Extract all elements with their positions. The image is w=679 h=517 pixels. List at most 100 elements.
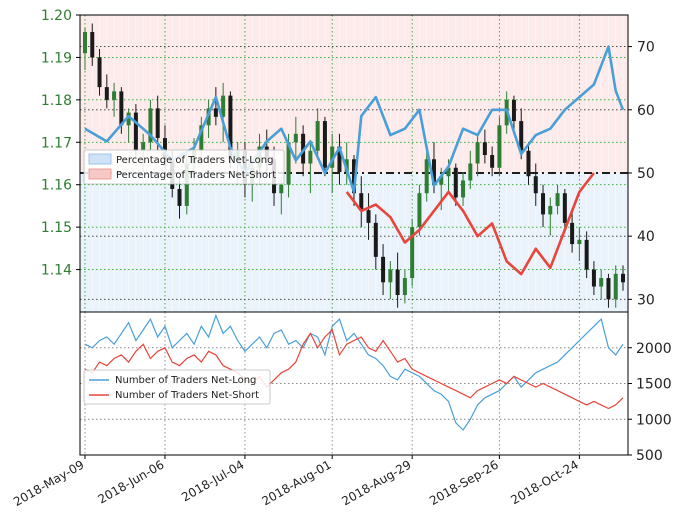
main-panel-axes: 1.20 1.19 1.18 1.17 1.16 1.15 1.14 70 60 50 40 30 <box>41 8 655 313</box>
net-short-pct-line <box>345 172 595 276</box>
left-tick-label: 1.16 <box>41 178 72 194</box>
candle-body <box>461 180 466 198</box>
candle-body <box>366 210 371 223</box>
left-tick-label: 1.17 <box>41 135 72 151</box>
candle-body <box>402 278 407 296</box>
x-axis: 2018-May-09 2018-Jun-06 2018-Jul-04 2018-Au… <box>11 455 581 509</box>
x-tick-label: 2018-Oct-24 <box>508 457 580 507</box>
candle-body <box>315 121 320 151</box>
sub-legend: Number of Traders Net-Long Number of Trad… <box>83 369 271 405</box>
candle-body <box>431 159 436 185</box>
legend-label-short: Percentage of Traders Net-Short <box>116 170 276 181</box>
candle-body <box>352 159 356 194</box>
candle-body <box>97 57 102 88</box>
candle-body <box>533 176 538 194</box>
candle-body <box>373 222 378 257</box>
sub-right-tick-label: 1500 <box>636 377 672 393</box>
candle-body <box>519 121 524 151</box>
candle-body <box>482 142 487 156</box>
candle-body <box>286 142 291 185</box>
candle-body <box>439 176 444 185</box>
candle-body <box>221 95 226 117</box>
candle-body <box>388 269 393 283</box>
candle-body <box>301 133 306 164</box>
candle-body <box>453 167 458 198</box>
sub-right-tick-label: 500 <box>636 448 663 464</box>
candle-body <box>468 163 473 181</box>
candle-body <box>584 239 589 270</box>
x-tick-label: 2018-May-09 <box>11 457 86 509</box>
candle-body <box>308 150 313 164</box>
candle-body <box>330 146 335 168</box>
x-tick-label: 2018-Jun-06 <box>95 457 166 506</box>
candle-body <box>112 91 117 100</box>
candle-body <box>177 188 182 206</box>
candle-body <box>83 31 87 54</box>
x-tick-label: 2018-Aug-29 <box>339 457 413 508</box>
candle-body <box>119 91 124 126</box>
candle-body <box>490 155 495 168</box>
left-tick-label: 1.18 <box>41 93 72 109</box>
candle-body <box>141 142 146 151</box>
sub-right-tick-label: 2000 <box>636 341 672 357</box>
x-tick-label: 2018-Jul-04 <box>179 457 246 504</box>
candle-body <box>613 273 618 300</box>
traders-net-short-line <box>84 328 624 410</box>
legend-label-long: Percentage of Traders Net-Long <box>116 155 274 166</box>
candle-body <box>148 108 153 143</box>
left-tick-label: 1.14 <box>41 263 72 279</box>
candle-body <box>497 125 502 168</box>
right-tick-label: 40 <box>637 229 655 245</box>
candle-body <box>213 108 218 117</box>
candle-body <box>155 108 160 139</box>
sub-panel-lines <box>84 313 624 431</box>
candle-body <box>395 269 400 296</box>
percentage-lines <box>84 45 625 276</box>
candle-body <box>381 256 386 283</box>
x-tick-label: 2018-Aug-01 <box>259 457 333 508</box>
candle-body <box>446 167 451 177</box>
candle-body <box>90 31 95 58</box>
main-legend-box <box>83 149 285 185</box>
candle-body <box>279 184 284 194</box>
candle-body <box>577 239 582 245</box>
candle-body <box>511 99 516 122</box>
candle-body <box>606 278 611 300</box>
x-tick-label: 2018-Sep-26 <box>427 457 501 508</box>
candle-body <box>599 278 604 287</box>
net-long-pct-line <box>84 45 625 194</box>
sub-legend-label-long: Number of Traders Net-Long <box>115 375 256 386</box>
sub-panel-grid <box>80 312 628 455</box>
candle-body <box>548 205 553 215</box>
candle-body <box>133 112 138 151</box>
right-tick-label: 70 <box>637 40 655 56</box>
right-tick-label: 50 <box>637 166 655 182</box>
candle-body <box>199 125 204 151</box>
candle-body <box>293 133 298 143</box>
candle-body <box>417 193 422 228</box>
candle-body <box>228 95 233 160</box>
candle-body <box>526 150 531 177</box>
right-tick-label: 30 <box>637 292 655 308</box>
candle-body <box>570 222 575 245</box>
left-tick-label: 1.19 <box>41 50 72 66</box>
candle-body <box>424 159 429 194</box>
sub-legend-box <box>83 369 271 405</box>
candle-body <box>621 273 625 283</box>
candle-body <box>359 193 364 211</box>
candle-body <box>104 87 109 100</box>
sub-panel-axes: 2000 1500 1000 500 <box>79 311 672 464</box>
left-tick-label: 1.15 <box>41 220 72 236</box>
sub-right-tick-label: 1000 <box>636 412 672 428</box>
candle-body <box>541 193 546 215</box>
candle-body <box>555 193 560 206</box>
legend-swatch-long <box>88 153 112 165</box>
candle-body <box>562 193 567 223</box>
left-tick-label: 1.20 <box>41 8 72 24</box>
candle-body <box>162 138 167 160</box>
candle-body <box>126 112 131 126</box>
legend-swatch-short <box>88 168 112 180</box>
candle-body <box>337 146 342 172</box>
